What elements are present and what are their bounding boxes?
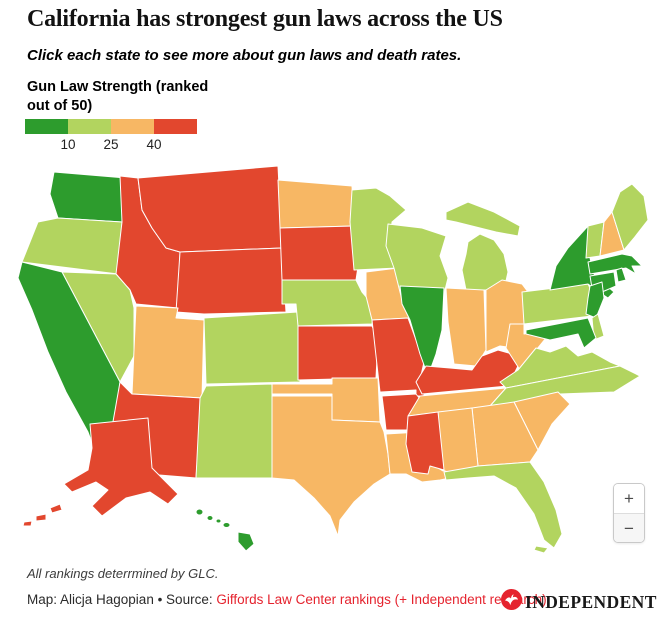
state-me[interactable] [611,183,649,251]
state-tx[interactable] [271,395,391,537]
legend-title: Gun Law Strength (ranked out of 50) [27,78,267,116]
state-ks[interactable] [297,325,379,381]
state-hi[interactable] [195,508,255,552]
state-nd[interactable] [277,179,355,229]
zoom-in-button[interactable]: + [614,484,644,513]
us-choropleth-map [10,162,660,562]
footer-note: All rankings deterrmined by GLC. [27,566,219,581]
credit-prefix: Map: Alicja Hagopian • Source: [27,592,217,607]
state-ma[interactable] [587,253,643,275]
credit-line: Map: Alicja Hagopian • Source: Giffords … [27,592,547,607]
legend-title-line2: out of 50) [27,98,93,114]
independent-eagle-icon [501,589,522,615]
subtitle: Click each state to see more about gun l… [27,47,462,64]
us-map-svg [17,165,649,554]
state-ca[interactable] [17,261,121,455]
state-ak[interactable] [22,417,179,527]
state-ms[interactable] [405,411,445,475]
state-wa[interactable] [49,171,127,223]
source-link[interactable]: Giffords Law Center rankings (+ Independ… [216,592,547,607]
state-ut[interactable] [131,305,205,399]
state-ri[interactable] [615,267,627,283]
legend-color-bar [25,119,197,134]
state-fl[interactable] [443,461,563,554]
state-md[interactable] [525,317,597,349]
state-wy[interactable] [175,247,287,315]
legend-swatch-strong [25,119,68,134]
state-in[interactable] [445,287,487,367]
state-nm[interactable] [195,383,273,479]
state-or[interactable] [21,217,123,275]
zoom-out-button[interactable]: − [614,513,644,542]
legend-tick-10: 10 [60,137,76,152]
state-pa[interactable] [521,283,597,325]
state-wi[interactable] [385,223,449,303]
state-co[interactable] [203,311,301,385]
page-title: California has strongest gun laws across… [27,6,503,32]
brand-wordmark: INDEPENDENT [525,591,657,612]
legend-swatch-weak [154,119,197,134]
legend-title-line1: Gun Law Strength (ranked [27,79,209,95]
legend-swatch-medium-weak [111,119,154,134]
legend-swatch-medium-strong [68,119,111,134]
state-mi[interactable] [445,201,521,291]
legend-tick-40: 40 [146,137,162,152]
map-zoom-control: + − [613,483,645,543]
legend-tick-25: 25 [103,137,119,152]
state-ky[interactable] [415,349,521,395]
independent-brand[interactable]: INDEPENDENT [501,589,657,615]
state-sd[interactable] [279,225,361,281]
state-mt[interactable] [137,165,283,253]
